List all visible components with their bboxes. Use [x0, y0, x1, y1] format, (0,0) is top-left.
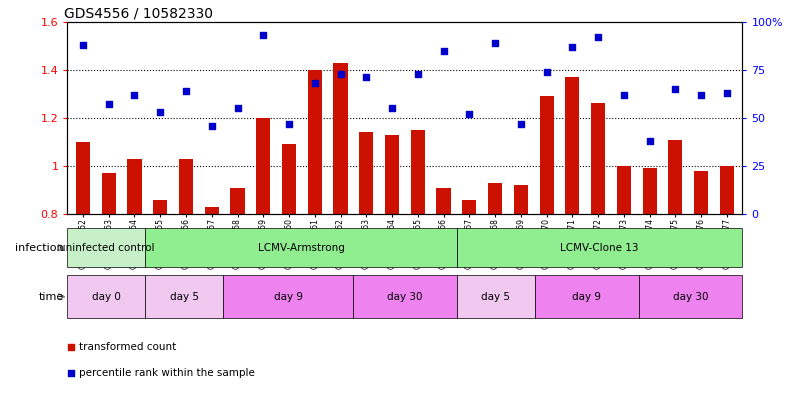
- Point: [386, 105, 399, 111]
- Bar: [488, 183, 502, 214]
- Point: [179, 88, 192, 94]
- Bar: [694, 171, 708, 214]
- Bar: [145, 275, 223, 318]
- Point: [669, 86, 682, 92]
- Point: [76, 42, 89, 48]
- Bar: [720, 166, 734, 214]
- Point: [154, 109, 167, 115]
- Point: [592, 34, 604, 40]
- Text: day 5: day 5: [170, 292, 198, 302]
- Bar: [669, 140, 683, 214]
- Point: [206, 123, 218, 129]
- Point: [463, 111, 476, 117]
- Text: GDS4556 / 10582330: GDS4556 / 10582330: [64, 6, 213, 20]
- Bar: [205, 207, 219, 214]
- Text: day 30: day 30: [387, 292, 422, 302]
- Text: day 0: day 0: [92, 292, 121, 302]
- Point: [257, 32, 270, 38]
- Point: [64, 369, 77, 376]
- Text: infection: infection: [15, 242, 64, 253]
- Point: [102, 101, 115, 108]
- Point: [360, 74, 372, 81]
- Bar: [256, 118, 270, 214]
- Point: [231, 105, 244, 111]
- Point: [308, 80, 321, 86]
- Text: day 9: day 9: [572, 292, 601, 302]
- Bar: [308, 70, 322, 214]
- Bar: [67, 275, 145, 318]
- Bar: [437, 188, 451, 214]
- Bar: [642, 169, 657, 214]
- Bar: [145, 228, 457, 267]
- Point: [437, 47, 450, 53]
- Point: [643, 138, 656, 144]
- Bar: [385, 135, 399, 214]
- Bar: [67, 228, 145, 267]
- Point: [283, 121, 295, 127]
- Point: [695, 92, 707, 98]
- Point: [618, 92, 630, 98]
- Point: [515, 121, 527, 127]
- Bar: [457, 228, 742, 267]
- Bar: [540, 96, 553, 214]
- Bar: [153, 200, 168, 214]
- Text: time: time: [38, 292, 64, 302]
- Bar: [514, 185, 528, 214]
- Bar: [282, 144, 296, 214]
- Bar: [565, 77, 580, 214]
- Point: [566, 44, 579, 50]
- Point: [721, 90, 734, 96]
- Bar: [462, 200, 476, 214]
- Text: day 5: day 5: [481, 292, 511, 302]
- Text: day 30: day 30: [673, 292, 708, 302]
- Text: percentile rank within the sample: percentile rank within the sample: [79, 367, 255, 378]
- Bar: [591, 103, 605, 214]
- Bar: [534, 275, 638, 318]
- Bar: [638, 275, 742, 318]
- Text: day 9: day 9: [274, 292, 303, 302]
- Text: LCMV-Armstrong: LCMV-Armstrong: [258, 242, 345, 253]
- Text: transformed count: transformed count: [79, 342, 176, 352]
- Point: [489, 40, 502, 46]
- Point: [128, 92, 141, 98]
- Point: [334, 70, 347, 77]
- Bar: [127, 159, 141, 214]
- Bar: [223, 275, 353, 318]
- Point: [64, 343, 77, 350]
- Bar: [359, 132, 373, 214]
- Bar: [410, 130, 425, 214]
- Bar: [333, 62, 348, 214]
- Point: [411, 70, 424, 77]
- Point: [540, 68, 553, 75]
- Text: LCMV-Clone 13: LCMV-Clone 13: [561, 242, 639, 253]
- Bar: [230, 188, 245, 214]
- Bar: [617, 166, 631, 214]
- Bar: [76, 142, 90, 214]
- Bar: [457, 275, 534, 318]
- Text: uninfected control: uninfected control: [59, 242, 154, 253]
- Bar: [179, 159, 193, 214]
- Bar: [102, 173, 116, 214]
- Bar: [353, 275, 457, 318]
